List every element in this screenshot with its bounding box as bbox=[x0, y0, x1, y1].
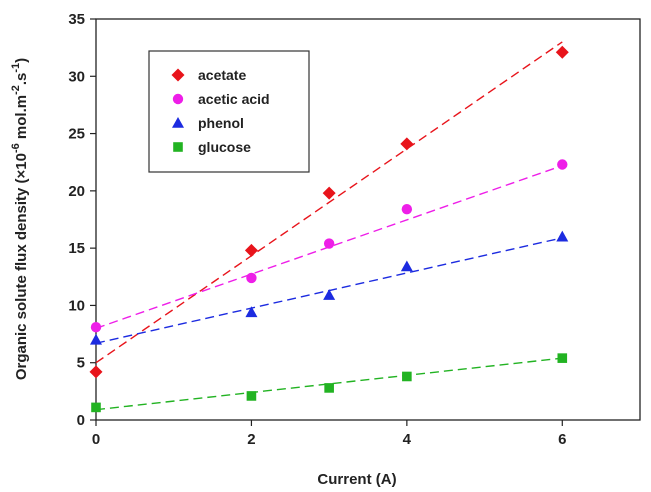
data-point bbox=[324, 383, 334, 393]
x-tick-label: 4 bbox=[403, 431, 412, 448]
legend-label: acetic acid bbox=[198, 91, 270, 107]
data-point bbox=[245, 306, 258, 318]
y-tick-label: 20 bbox=[68, 183, 85, 200]
data-point bbox=[555, 45, 569, 59]
trendline-3 bbox=[95, 357, 563, 411]
data-point bbox=[556, 230, 569, 242]
data-point bbox=[323, 289, 336, 300]
data-point bbox=[246, 391, 257, 401]
y-tick-label: 15 bbox=[68, 240, 85, 257]
data-point bbox=[402, 371, 412, 382]
data-point bbox=[246, 272, 257, 284]
legend: acetate acetic acid phenol glucose bbox=[148, 50, 310, 173]
data-point bbox=[557, 159, 568, 170]
x-tick-label: 6 bbox=[558, 431, 566, 448]
data-point bbox=[401, 203, 413, 215]
data-point bbox=[322, 186, 336, 200]
legend-marker bbox=[172, 117, 184, 128]
legend-label: acetate bbox=[198, 67, 246, 83]
data-point bbox=[90, 333, 102, 345]
data-point bbox=[91, 402, 101, 413]
x-tick-label: 2 bbox=[247, 431, 255, 448]
y-tick-label: 0 bbox=[77, 412, 85, 429]
legend-label: phenol bbox=[198, 115, 244, 131]
axes: 0 2 4 6 0 5 10 15 20 25 30 35 bbox=[68, 11, 641, 448]
y-tick-label: 30 bbox=[68, 68, 85, 85]
legend-marker bbox=[171, 68, 185, 82]
data-point bbox=[89, 365, 103, 379]
legend-marker bbox=[172, 93, 184, 105]
data-point bbox=[400, 137, 414, 151]
trendline-0 bbox=[95, 41, 563, 364]
data-point bbox=[323, 238, 335, 249]
y-tick-label: 35 bbox=[68, 11, 85, 28]
data-points bbox=[89, 45, 569, 413]
data-point bbox=[557, 353, 568, 363]
y-tick-label: 10 bbox=[68, 297, 85, 314]
legend-marker bbox=[173, 142, 183, 152]
plot-frame bbox=[95, 18, 641, 421]
legend-label: glucose bbox=[198, 139, 251, 155]
data-point bbox=[244, 243, 258, 257]
data-point bbox=[90, 321, 102, 333]
x-tick-label: 0 bbox=[92, 431, 100, 448]
y-axis-title: Organic solute flux density (×10-6 mol.m… bbox=[10, 58, 30, 380]
y-tick-label: 25 bbox=[68, 126, 85, 143]
x-axis-title: Current (A) bbox=[317, 471, 396, 488]
data-point bbox=[400, 260, 413, 272]
y-tick-label: 5 bbox=[77, 355, 85, 372]
